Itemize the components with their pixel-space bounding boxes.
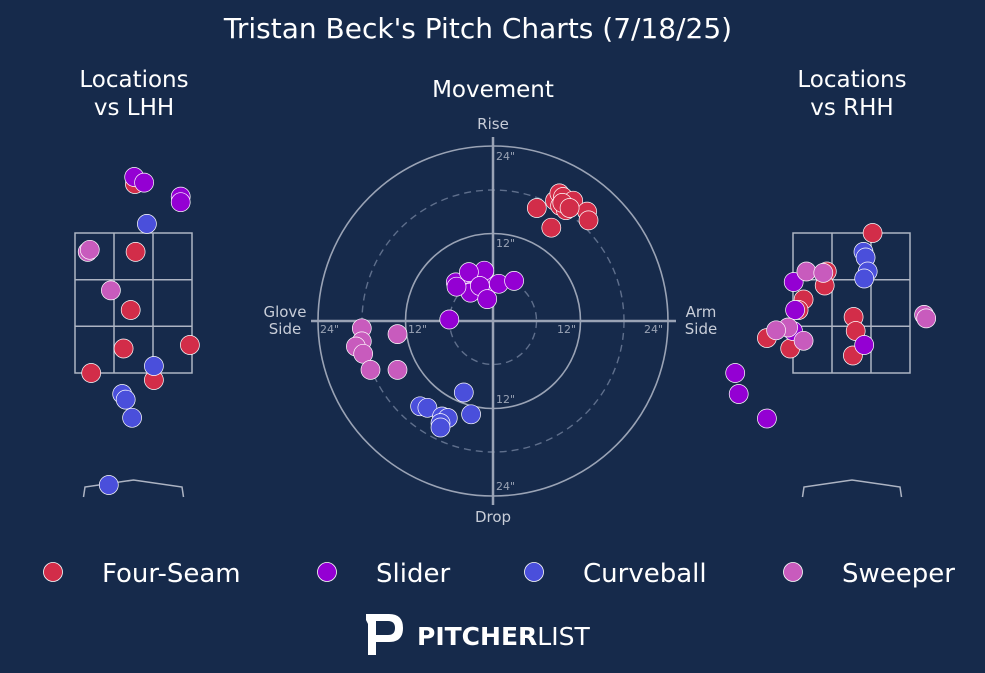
legend-label-sweeper: Sweeper <box>842 559 955 589</box>
rhh-point-slider <box>785 300 805 320</box>
movement-point-sweeper <box>387 324 408 344</box>
axis-label-arm-2: Side <box>685 320 717 338</box>
movement-point-curveball <box>430 417 451 438</box>
ring-label-top-12: 12" <box>496 237 515 250</box>
rhh-point-four-seam <box>862 223 883 243</box>
lhh-point-curveball <box>137 214 157 234</box>
movement-point-slider <box>446 276 467 297</box>
lhh-panel-title-line1: Locations <box>79 67 188 93</box>
ring-labels: 24" 12" 12" 24" 24" 12" 12" 24" <box>320 150 663 493</box>
movement-point-four-seam <box>526 198 547 218</box>
movement-point-slider <box>459 262 479 282</box>
movement-point-sweeper <box>360 360 381 380</box>
lhh-point-slider <box>134 172 154 193</box>
lhh-point-curveball <box>122 407 142 428</box>
movement-point-four-seam <box>559 198 580 218</box>
axis-label-rise: Rise <box>477 115 509 133</box>
rhh-panel-title-line2: vs RHH <box>810 95 893 121</box>
movement-point-four-seam <box>541 217 562 238</box>
movement-grid <box>311 137 676 505</box>
legend-marker-curveball <box>524 562 544 582</box>
pitcherlist-logo: PITCHERLIST <box>366 614 590 655</box>
legend-marker-four-seam <box>43 562 63 582</box>
lhh-point-four-seam <box>113 338 134 359</box>
lhh-point-four-seam <box>180 335 200 355</box>
pitcherlist-logo-mark <box>366 614 403 655</box>
ring-label-bottom-24: 24" <box>496 480 515 493</box>
rhh-point-sweeper <box>916 308 937 329</box>
ring-label-right-24: 24" <box>644 323 663 336</box>
ring-label-left-12: 12" <box>408 323 427 336</box>
rhh-point-sweeper <box>796 261 817 282</box>
legend-label-slider: Slider <box>376 559 450 589</box>
axis-label-glove-1: Glove <box>263 303 306 321</box>
axis-label-drop: Drop <box>475 508 511 526</box>
movement-point-curveball <box>417 397 438 418</box>
rhh-home-plate <box>801 479 903 498</box>
movement-point-slider <box>504 271 524 291</box>
movement-point-sweeper <box>387 360 408 380</box>
rhh-point-sweeper <box>766 320 786 341</box>
legend-label-curveball: Curveball <box>583 559 707 589</box>
legend-marker-slider <box>317 562 337 582</box>
ring-label-left-24: 24" <box>320 323 339 336</box>
legend: Four-Seam Slider Curveball Sweeper <box>43 559 955 589</box>
movement-point-slider <box>439 309 460 330</box>
figure-title: Tristan Beck's Pitch Charts (7/18/25) <box>223 12 732 45</box>
lhh-point-sweeper <box>79 239 100 260</box>
movement-point-curveball <box>461 404 481 425</box>
rhh-point-slider <box>728 384 749 404</box>
rhh-points <box>725 223 937 429</box>
legend-label-four-seam: Four-Seam <box>102 559 241 589</box>
lhh-point-sweeper <box>101 280 121 301</box>
lhh-point-curveball <box>144 356 164 376</box>
movement-panel-title: Movement <box>432 77 554 103</box>
lhh-point-slider <box>170 192 191 213</box>
movement-point-slider <box>477 289 498 309</box>
rhh-point-slider <box>725 363 746 383</box>
rhh-point-curveball <box>854 268 875 289</box>
lhh-panel-title-line2: vs LHH <box>94 95 174 121</box>
rhh-point-sweeper <box>793 330 814 351</box>
lhh-point-curveball <box>115 389 136 410</box>
lhh-point-four-seam <box>120 300 141 320</box>
lhh-point-four-seam <box>125 242 146 262</box>
legend-marker-sweeper <box>783 562 803 582</box>
lhh-point-four-seam <box>81 363 102 383</box>
movement-points <box>346 183 599 438</box>
rhh-point-slider <box>854 335 875 355</box>
movement-point-four-seam <box>578 210 599 231</box>
lhh-home-plate <box>82 479 185 498</box>
ring-label-top-24: 24" <box>496 150 515 163</box>
svg-text:PITCHERLIST: PITCHERLIST <box>417 622 590 651</box>
lhh-points <box>77 167 200 495</box>
rhh-panel-title-line1: Locations <box>797 67 906 93</box>
ring-label-right-12: 12" <box>557 323 576 336</box>
ring-label-bottom-12: 12" <box>496 393 515 406</box>
movement-point-curveball <box>453 382 474 403</box>
axis-label-arm-1: Arm <box>686 303 717 321</box>
pitcherlist-logo-text-light: LIST <box>537 622 590 651</box>
pitcherlist-logo-text-bold: PITCHER <box>417 622 537 651</box>
lhh-point-curveball <box>98 475 119 495</box>
axis-label-glove-2: Side <box>269 320 301 338</box>
rhh-point-sweeper <box>813 263 834 283</box>
rhh-point-slider <box>757 408 777 429</box>
